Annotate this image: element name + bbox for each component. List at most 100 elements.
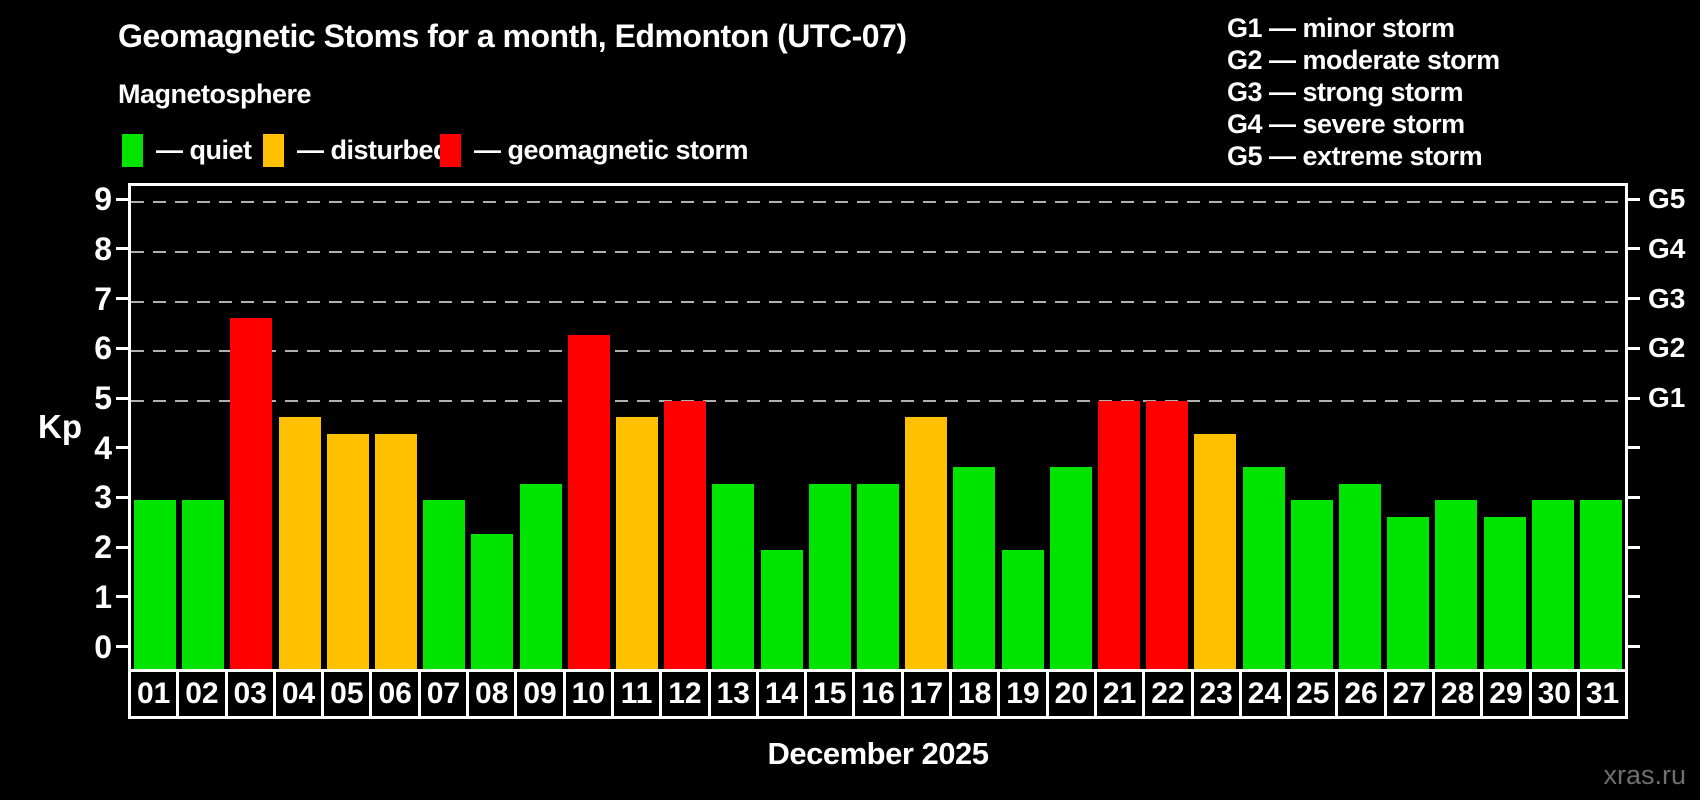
y-tick-left-5	[116, 396, 128, 400]
storm-scale-line-g3: G3 — strong storm	[1227, 77, 1464, 107]
right-axis-label-g3: G3	[1648, 282, 1686, 314]
bar-day-31	[1579, 500, 1622, 669]
legend-label-storm: — geomagnetic storm	[474, 135, 749, 165]
day-label-13: 13	[716, 677, 750, 710]
day-label-26: 26	[1344, 677, 1378, 710]
day-cell-18: 18	[952, 672, 1001, 716]
bar-day-21	[1097, 401, 1140, 669]
y-tick-label-6: 6	[94, 330, 112, 367]
day-cell-24: 24	[1242, 672, 1291, 716]
storm-scale-line-g4: G4 — severe storm	[1227, 109, 1465, 139]
day-cell-27: 27	[1387, 672, 1436, 716]
y-tick-left-8	[116, 247, 128, 251]
y-tick-left-7	[116, 297, 128, 301]
gridline-kp5	[131, 400, 1625, 402]
day-label-19: 19	[1006, 677, 1040, 710]
day-cell-10: 10	[566, 672, 614, 716]
day-label-23: 23	[1199, 677, 1233, 710]
day-label-06: 06	[378, 677, 412, 710]
day-cell-03: 03	[228, 672, 276, 716]
y-tick-left-2	[116, 545, 128, 549]
legend-item-disturbed: — disturbed	[263, 134, 450, 167]
day-cell-31: 31	[1580, 672, 1625, 716]
day-cell-26: 26	[1338, 672, 1387, 716]
day-label-10: 10	[571, 677, 605, 710]
day-cell-22: 22	[1145, 672, 1194, 716]
bar-day-08	[471, 533, 514, 669]
bar-day-18	[953, 467, 996, 669]
bar-day-28	[1435, 500, 1478, 669]
day-cell-19: 19	[1000, 672, 1049, 716]
y-tick-label-2: 2	[94, 529, 112, 566]
day-label-05: 05	[330, 677, 364, 710]
y-tick-right-7	[1628, 297, 1640, 301]
day-cell-09: 09	[517, 672, 566, 716]
day-label-15: 15	[813, 677, 847, 710]
day-cell-30: 30	[1532, 672, 1580, 716]
bar-day-05	[326, 434, 369, 669]
bar-day-09	[519, 484, 562, 669]
storm-scale-line-g5: G5 — extreme storm	[1227, 141, 1483, 171]
day-label-04: 04	[281, 677, 316, 710]
day-cell-01: 01	[131, 672, 180, 716]
y-tick-left-6	[116, 346, 128, 350]
y-axis-title: Kp	[38, 408, 82, 445]
bar-day-10	[567, 334, 610, 669]
y-tick-label-5: 5	[94, 380, 112, 416]
day-label-31: 31	[1585, 677, 1620, 710]
bar-day-13	[712, 484, 755, 669]
bar-day-15	[808, 484, 851, 669]
y-tick-label-4: 4	[94, 429, 112, 466]
y-tick-left-4	[116, 446, 128, 450]
gridline-kp7	[131, 300, 1625, 303]
watermark: xras.ru	[1603, 760, 1686, 790]
x-axis-day-strip: 01 02 03 04 05 06 07 08 09 10 11 12 13 14 15 16 17 18 19 20…	[128, 669, 1628, 719]
legend-item-storm: — geomagnetic storm	[440, 134, 749, 167]
storm-scale-legend: G1 — minor storm G2 — moderate storm G3 — …	[1227, 12, 1500, 172]
day-label-28: 28	[1440, 677, 1475, 710]
day-cell-16: 16	[855, 672, 904, 716]
bar-day-17	[905, 417, 948, 669]
y-tick-left-3	[116, 495, 128, 499]
bar-day-06	[375, 434, 418, 669]
bar-day-14	[760, 550, 803, 669]
gridline-kp9	[131, 201, 1625, 204]
legend-label-quiet: — quiet	[156, 135, 252, 165]
bar-day-19	[1001, 550, 1044, 669]
right-axis-label-g1: G1	[1648, 382, 1686, 413]
legend-label-disturbed: — disturbed	[297, 135, 450, 165]
day-label-03: 03	[233, 677, 267, 710]
y-tick-left-1	[116, 595, 128, 599]
y-tick-right-3	[1628, 495, 1640, 499]
day-cell-20: 20	[1049, 672, 1097, 716]
day-label-27: 27	[1392, 677, 1427, 710]
bar-day-23	[1194, 434, 1237, 669]
day-label-14: 14	[764, 677, 799, 710]
bar-day-25	[1290, 500, 1333, 669]
day-label-18: 18	[958, 677, 992, 710]
y-tick-right-9	[1628, 197, 1640, 201]
bar-day-02	[182, 500, 225, 669]
legend-swatch-storm	[440, 134, 461, 167]
y-tick-right-6	[1628, 346, 1640, 350]
day-cell-07: 07	[421, 672, 470, 716]
y-tick-label-3: 3	[94, 479, 112, 516]
day-label-21: 21	[1102, 677, 1137, 710]
day-label-16: 16	[861, 677, 895, 710]
gridline-kp6	[131, 350, 1625, 353]
bar-day-30	[1531, 500, 1574, 669]
day-cell-12: 12	[662, 672, 711, 716]
chart-subtitle: Magnetosphere	[118, 79, 312, 109]
day-label-01: 01	[136, 677, 171, 710]
day-cell-13: 13	[711, 672, 759, 716]
day-cell-06: 06	[372, 672, 421, 716]
day-label-29: 29	[1489, 677, 1523, 710]
day-cell-02: 02	[179, 672, 228, 716]
storm-scale-line-g2: G2 — moderate storm	[1227, 45, 1500, 75]
legend-item-quiet: — quiet	[122, 134, 252, 167]
y-tick-left-9	[116, 197, 128, 201]
day-label-24: 24	[1247, 677, 1282, 710]
legend-swatch-disturbed	[263, 134, 284, 167]
bar-day-04	[278, 417, 321, 669]
day-label-09: 09	[523, 677, 557, 710]
